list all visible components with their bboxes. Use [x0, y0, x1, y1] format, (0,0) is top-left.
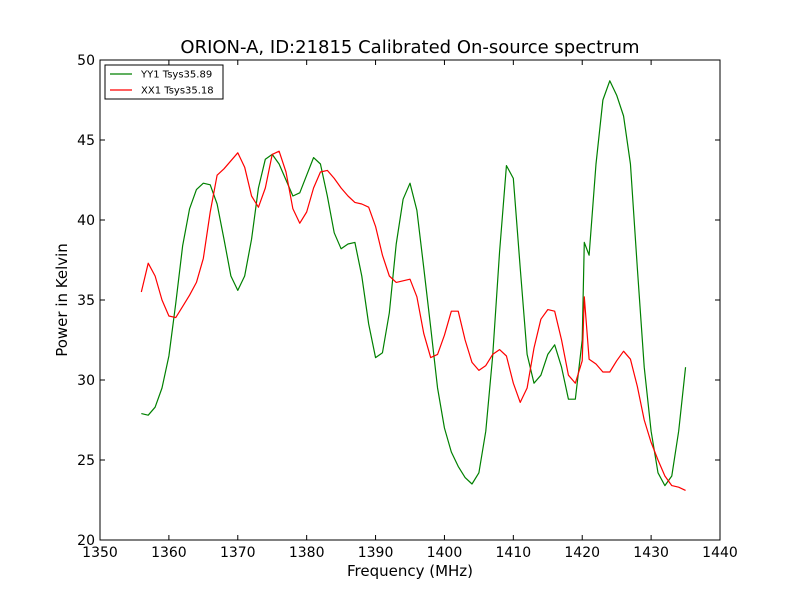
x-tick-label: 1430 — [633, 545, 669, 561]
x-tick-label: 1360 — [151, 545, 187, 561]
series-line-yy1 — [141, 80, 687, 487]
y-tick-label: 20 — [77, 533, 95, 549]
y-tick-label: 25 — [77, 453, 95, 469]
chart-title: ORION-A, ID:21815 Calibrated On-source s… — [180, 37, 639, 58]
ticks: 1350 1360 1370 1380 1390 1400 1410 1420 1430 1440… — [77, 53, 738, 561]
x-tick-label: 1400 — [427, 545, 463, 561]
y-tick-label: 45 — [77, 133, 95, 149]
x-tick-label: 1390 — [358, 545, 394, 561]
legend-label-xx1: XX1 Tsys35.18 — [141, 86, 214, 97]
legend-label-yy1: YY1 Tsys35.89 — [140, 70, 212, 81]
x-tick-label: 1410 — [496, 545, 532, 561]
x-tick-label: 1420 — [564, 545, 600, 561]
x-tick-label: 1350 — [82, 545, 118, 561]
plot-area — [140, 80, 687, 491]
y-tick-label: 30 — [77, 373, 95, 389]
x-tick-label: 1380 — [289, 545, 325, 561]
y-tick-label: 40 — [77, 213, 95, 229]
legend-box — [104, 64, 224, 100]
x-tick-label: 1370 — [220, 545, 256, 561]
y-tick-label: 50 — [77, 53, 95, 69]
x-tick-label: 1440 — [702, 545, 738, 561]
y-tick-label: 35 — [77, 293, 95, 309]
x-axis-label: Frequency (MHz) — [347, 562, 473, 580]
series-line-xx1 — [140, 150, 686, 491]
y-axis-label: Power in Kelvin — [53, 243, 71, 357]
legend: YY1 Tsys35.89 XX1 Tsys35.18 — [104, 64, 224, 100]
